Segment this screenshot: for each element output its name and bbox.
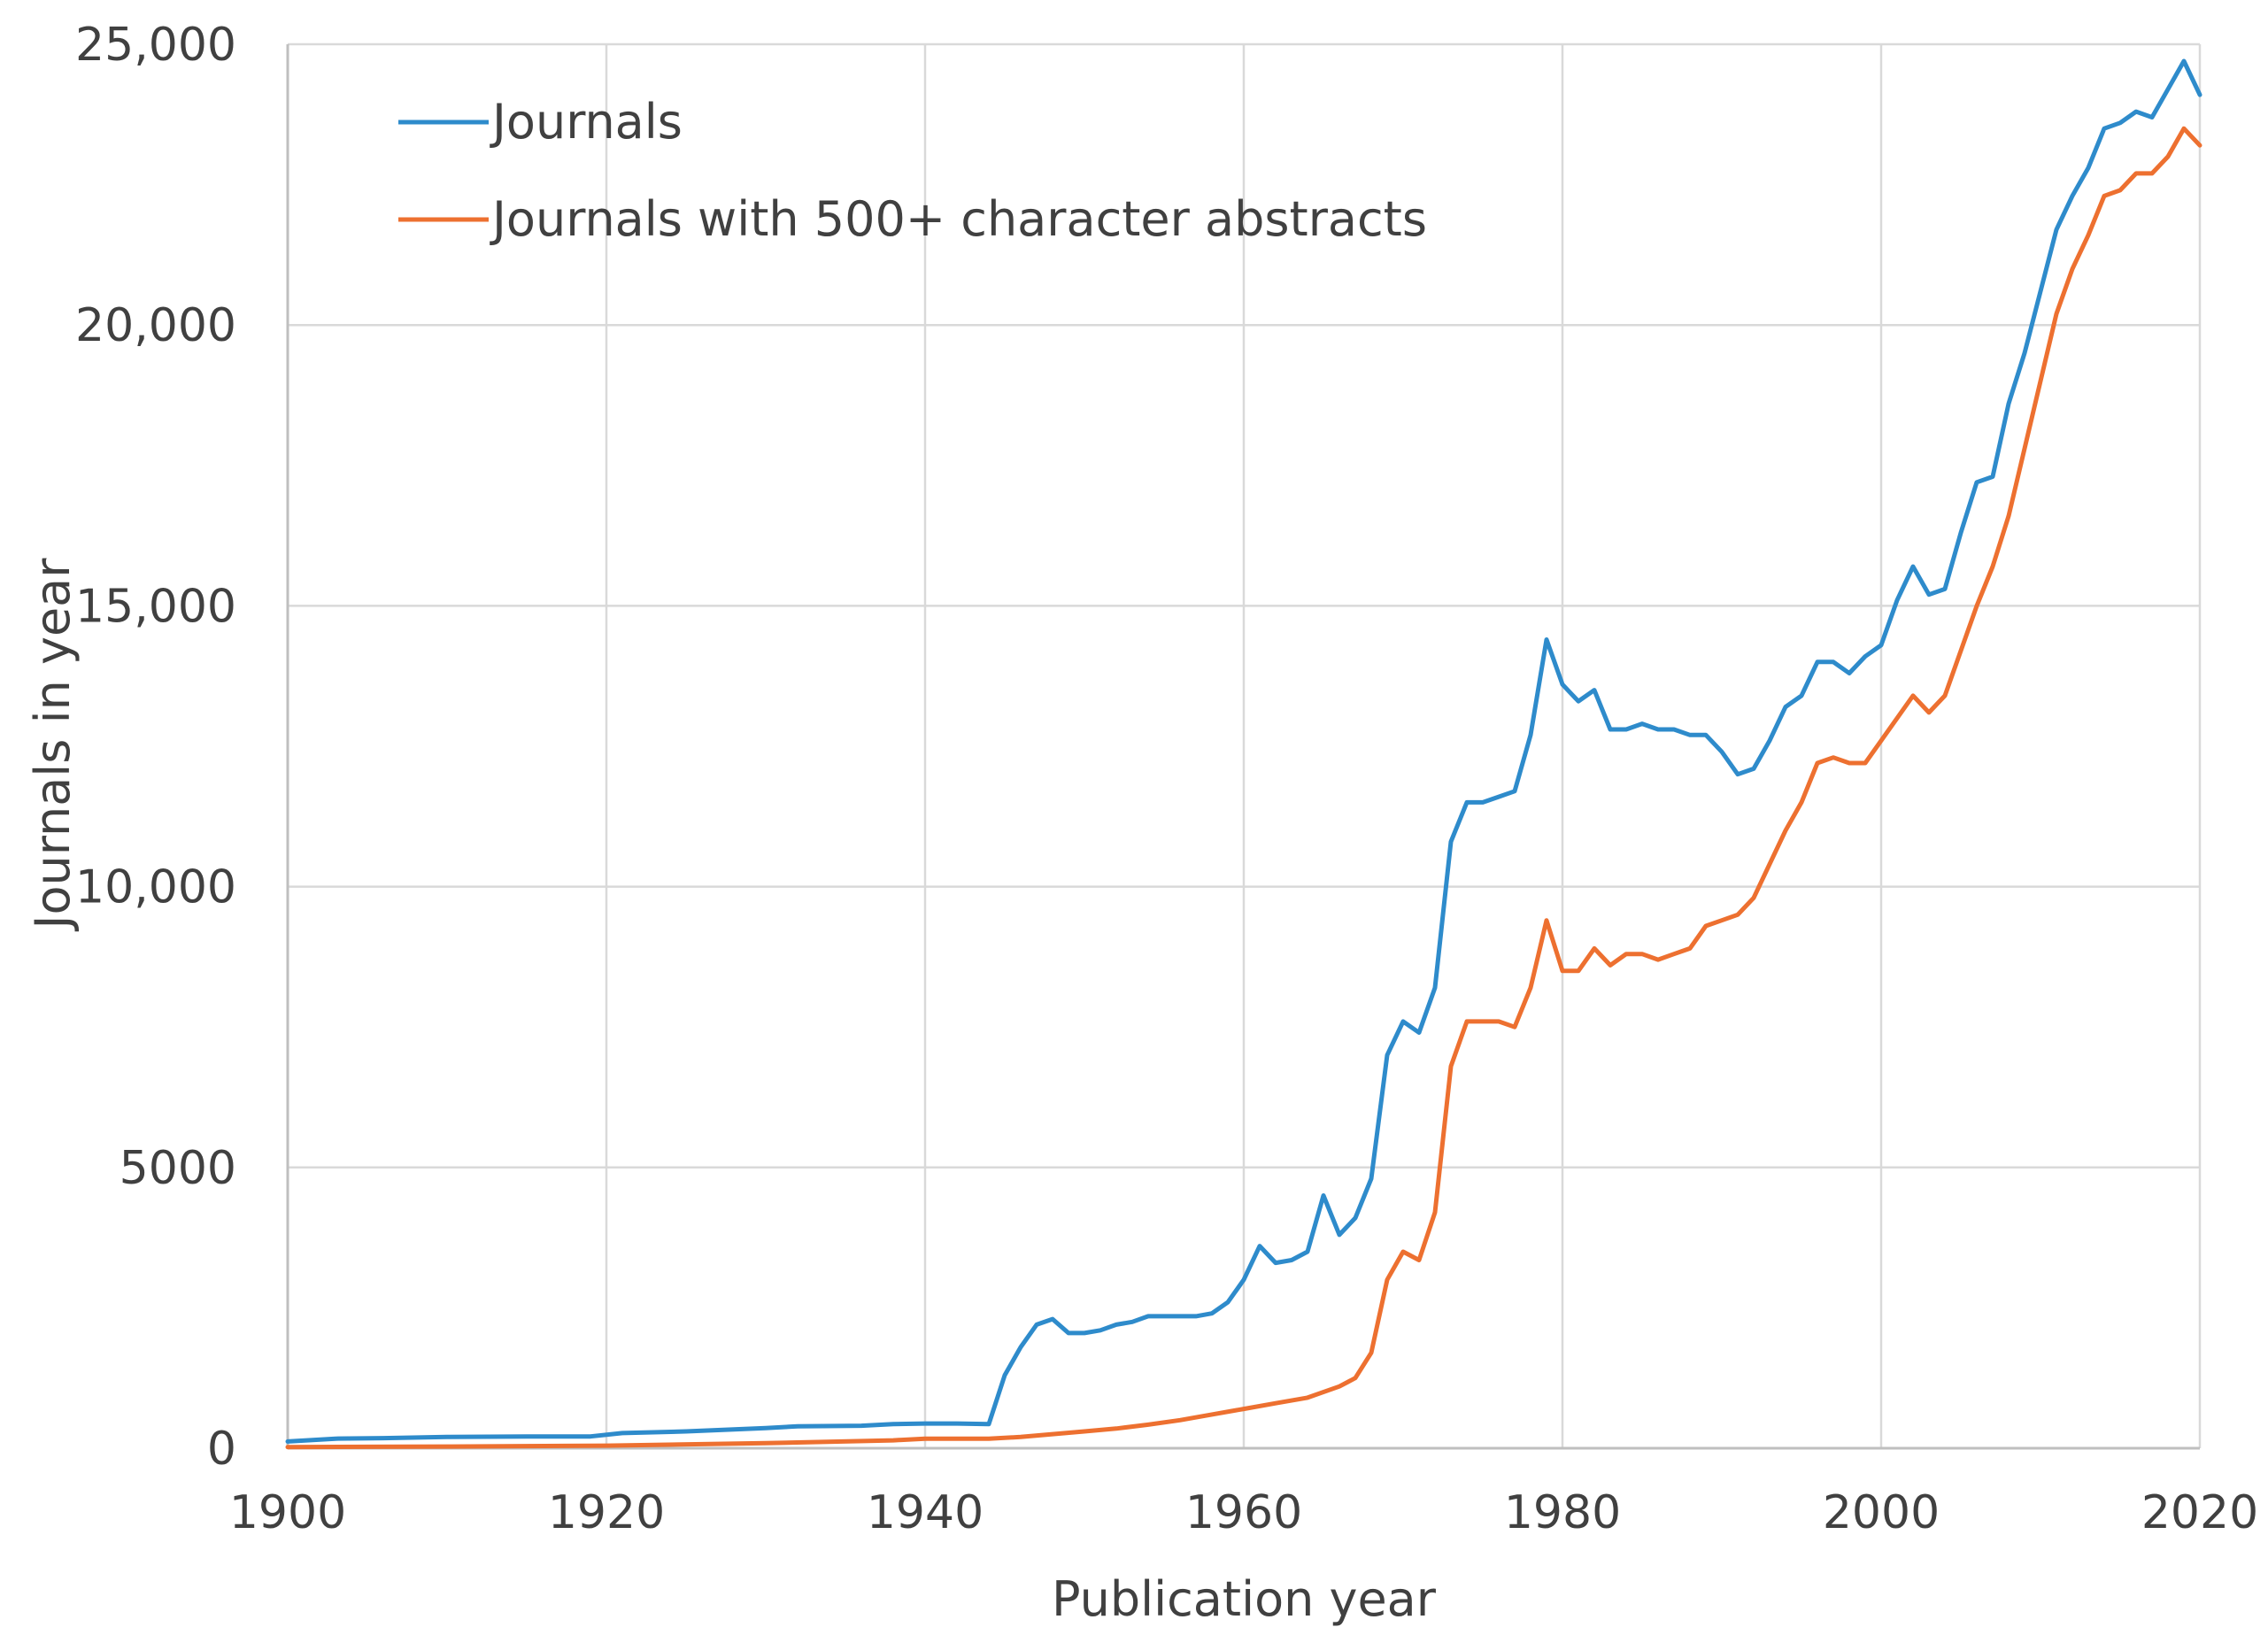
legend-label-journals: Journals [490,94,683,150]
y-tick-label: 5000 [120,1142,236,1195]
series-lines [285,58,2202,1450]
x-tick-label: 1940 [867,1486,984,1539]
y-tick-label: 15,000 [75,580,236,633]
legend-label-journals-with-abstracts: Journals with 500+ character abstracts [490,191,1427,247]
x-tick-label: 2000 [1823,1486,1940,1539]
x-tick-label: 2020 [2141,1486,2258,1539]
y-tick-label: 10,000 [75,861,236,914]
legend: Journals Journals with 500+ character ab… [398,94,1427,247]
y-axis-title: Journals in year [25,558,81,932]
x-tick-label: 1980 [1504,1486,1621,1539]
series-line-journals-with-abstracts [285,126,2202,1450]
grid-lines [288,42,2202,1448]
x-axis-title: Publication year [1052,1571,1437,1627]
y-tick-label: 25,000 [75,19,236,72]
series-line-journals [285,58,2202,1444]
tick-labels: 0 5000 10,000 15,000 20,000 25,000 1900 1920 194… [75,19,2258,1539]
axes [286,44,2200,1450]
y-tick-label: 0 [207,1423,236,1476]
x-tick-label: 1960 [1185,1486,1302,1539]
x-tick-label: 1920 [548,1486,665,1539]
x-tick-label: 1900 [229,1486,346,1539]
y-tick-label: 20,000 [75,299,236,352]
